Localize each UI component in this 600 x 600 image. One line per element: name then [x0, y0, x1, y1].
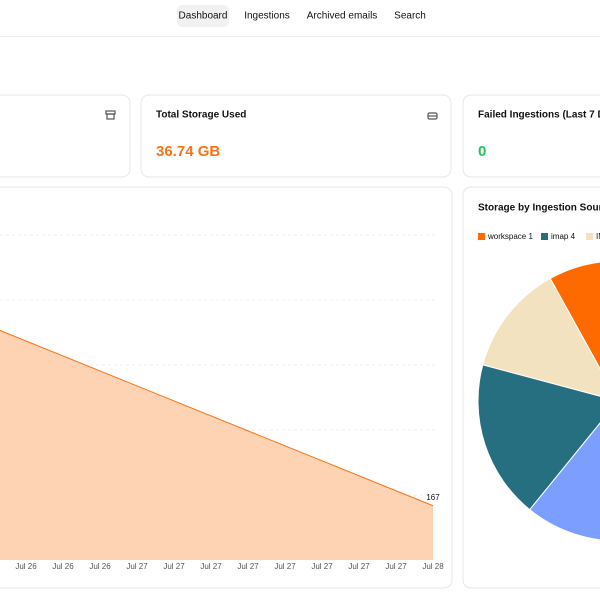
- card-title: Total Storage Used: [156, 110, 246, 121]
- data-label: 167: [426, 493, 440, 502]
- nav-link[interactable]: Ingestions: [244, 11, 290, 22]
- x-tick-label: Jul 26: [15, 562, 37, 571]
- nav-link[interactable]: Search: [394, 11, 426, 22]
- nav-active: [177, 5, 229, 27]
- nav-link[interactable]: Archived emails: [307, 11, 378, 22]
- x-tick-label: Jul 26: [89, 562, 111, 571]
- x-tick-label: Jul 27: [200, 562, 222, 571]
- legend-swatch: [541, 233, 548, 240]
- chart-title: Storage by Ingestion Sour: [478, 203, 600, 214]
- x-tick-label: Jul 26: [52, 562, 74, 571]
- card: [140, 94, 452, 178]
- x-tick-label: Jul 27: [348, 562, 370, 571]
- legend-label: IM: [596, 232, 600, 241]
- legend-label: imap 4: [551, 232, 576, 241]
- pie-slice: [477, 364, 600, 511]
- x-tick-label: Jul 27: [163, 562, 185, 571]
- card: [462, 94, 600, 178]
- card-title: Failed Ingestions (Last 7 Days: [478, 110, 600, 121]
- x-tick-label: Jul 27: [126, 562, 148, 571]
- legend-swatch: [478, 233, 485, 240]
- area: [0, 330, 433, 560]
- pie-slice: [482, 277, 600, 397]
- x-tick-label: Jul 27: [274, 562, 296, 571]
- storage-icon: [427, 112, 438, 120]
- x-tick-label: Jul 27: [237, 562, 259, 571]
- card-value: 36.74 GB: [156, 143, 220, 160]
- archive-icon: [105, 110, 116, 120]
- legend-label: workspace 1: [487, 232, 533, 241]
- card-value: 0: [478, 143, 486, 160]
- x-tick-label: Jul 27: [385, 562, 407, 571]
- pie-slice: [529, 422, 600, 541]
- legend-swatch: [586, 233, 593, 240]
- nav-link[interactable]: Dashboard: [179, 11, 228, 22]
- x-tick-label: Jul 27: [311, 562, 333, 571]
- pie-slice: [549, 261, 600, 370]
- x-tick-label: Jul 28: [422, 562, 444, 571]
- line: [0, 329, 434, 507]
- card: [0, 94, 131, 178]
